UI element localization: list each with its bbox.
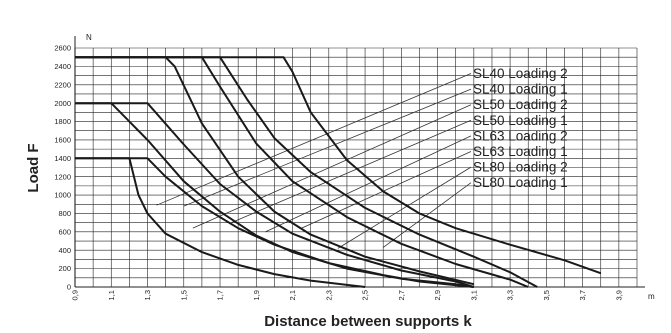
series-label: SL40 Loading 1 <box>473 82 568 97</box>
leader-line <box>265 135 472 233</box>
y-tick-label: 800 <box>58 209 71 218</box>
series-curves <box>75 56 602 288</box>
y-tick-label: 1400 <box>54 154 71 163</box>
y-tick-label: 2000 <box>54 99 71 108</box>
x-tick-label: 3,9 <box>614 290 623 300</box>
x-tick-label: 1,3 <box>143 290 152 300</box>
series-line <box>75 102 475 288</box>
x-tick-label: 1,9 <box>252 290 261 300</box>
y-tick-label: 2200 <box>54 80 71 89</box>
y-tick-labels: 0 200 400 600 800 1000 1200 1400 1600 1800 2000 220… <box>54 44 71 292</box>
series-line <box>75 102 474 288</box>
series-line <box>75 56 538 288</box>
y-tick-label: 1000 <box>54 191 71 200</box>
series-label: SL63 Loading 1 <box>473 144 568 159</box>
series-label: SL80 Loading 2 <box>473 160 568 175</box>
x-tick-label: 1,1 <box>107 290 116 300</box>
leader-line <box>382 182 472 248</box>
x-tick-label: 2,7 <box>397 290 406 300</box>
x-unit-label: m <box>648 292 655 301</box>
y-tick-label: 600 <box>58 227 71 236</box>
y-unit-label: N <box>86 33 92 42</box>
x-tick-label: 2,5 <box>361 290 370 300</box>
series-label: SL63 Loading 2 <box>473 128 568 143</box>
leader-line <box>156 73 472 206</box>
x-tick-label: 1,5 <box>179 290 188 300</box>
x-tick-label: 0,9 <box>71 290 80 300</box>
leader-line <box>183 88 472 207</box>
x-tick-label: 3,5 <box>542 290 551 300</box>
x-tick-label: 2,1 <box>288 290 297 300</box>
x-tick-label: 3,3 <box>506 290 515 300</box>
x-axis-title: Distance between supports k <box>264 313 472 330</box>
series-label: SL40 Loading 2 <box>473 66 568 81</box>
leader-line <box>192 104 472 229</box>
x-tick-label: 3,7 <box>578 290 587 300</box>
y-tick-label: 1600 <box>54 136 71 145</box>
series-line <box>75 56 529 288</box>
series-line <box>75 56 475 286</box>
y-tick-label: 2600 <box>54 44 71 53</box>
leader-lines <box>156 73 472 249</box>
x-tick-label: 3,1 <box>469 290 478 300</box>
x-tick-labels: 0,9 1,1 1,3 1,5 1,7 1,9 2,1 2,3 2,5 2,7 2,9 3,1 3,3 3… <box>71 290 624 300</box>
series-label: SL50 Loading 2 <box>473 97 568 112</box>
y-tick-label: 400 <box>58 246 71 255</box>
y-tick-label: 200 <box>58 264 71 273</box>
y-axis-title: Load F <box>25 143 42 192</box>
leader-line <box>228 119 472 224</box>
leader-line <box>301 151 472 229</box>
x-tick-label: 1,7 <box>216 290 225 300</box>
series-label: SL50 Loading 1 <box>473 113 568 128</box>
y-tick-label: 1800 <box>54 117 71 126</box>
y-tick-label: 2400 <box>54 62 71 71</box>
x-tick-label: 2,3 <box>324 290 333 300</box>
leader-line <box>337 166 472 249</box>
y-tick-label: 1200 <box>54 172 71 181</box>
x-tick-label: 2,9 <box>433 290 442 300</box>
y-tick-label: 0 <box>67 283 71 292</box>
series-line <box>75 56 602 275</box>
series-line <box>75 157 366 288</box>
series-label: SL80 Loading 1 <box>473 175 568 190</box>
